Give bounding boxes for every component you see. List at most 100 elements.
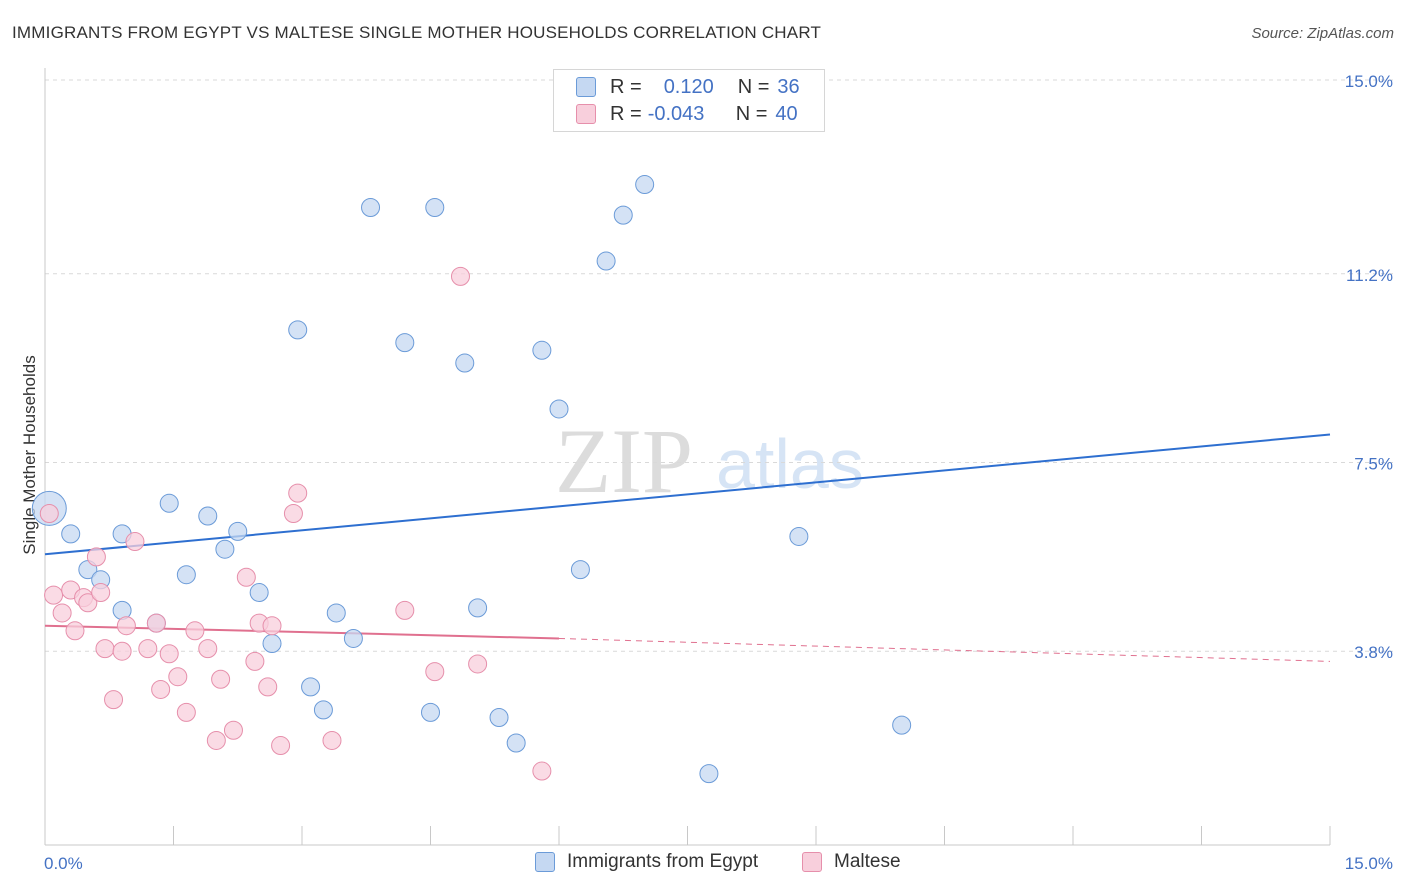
legend-item-maltese[interactable]: Maltese	[802, 851, 901, 873]
legend-swatch-blue	[535, 852, 555, 872]
x-tick-label: 0.0%	[44, 854, 83, 873]
data-point-egypt	[326, 603, 346, 623]
data-point-maltese	[288, 483, 308, 503]
data-point-egypt	[489, 708, 509, 727]
data-point-maltese	[468, 654, 488, 674]
data-point-egypt	[892, 715, 912, 735]
source-label: Source: ZipAtlas.com	[1251, 25, 1394, 42]
data-point-maltese	[44, 585, 64, 605]
legend-row-egypt: R = 0.120 N = 36	[576, 74, 800, 100]
legend-row-maltese: R = -0.043 N = 40	[576, 101, 798, 127]
tick-labels: 3.8% 7.5% 11.2% 15.0% 0.0% 15.0%	[44, 72, 1393, 873]
data-point-egypt	[596, 251, 616, 271]
data-point-maltese	[146, 613, 166, 633]
legend-label-egypt: Immigrants from Egypt	[567, 851, 759, 872]
data-point-egypt	[215, 539, 235, 559]
data-point-egypt	[176, 565, 196, 585]
legend-swatch-pink	[576, 104, 596, 124]
legend-n-value: 40	[775, 102, 798, 125]
data-point-maltese	[211, 669, 231, 689]
data-point-maltese	[185, 621, 205, 641]
y-tick-label: 11.2%	[1346, 266, 1393, 285]
legend-r-label: R =	[610, 102, 642, 125]
data-point-egypt	[699, 764, 719, 784]
legend-n-label: N =	[735, 102, 768, 125]
watermark-zip: ZIP	[555, 410, 693, 512]
data-points	[31, 175, 912, 784]
data-point-egypt	[249, 583, 269, 603]
y-tick-label: 3.8%	[1354, 643, 1393, 662]
data-point-maltese	[258, 677, 278, 697]
data-point-egypt	[635, 175, 655, 195]
data-point-maltese	[176, 702, 196, 722]
data-point-maltese	[91, 583, 111, 603]
data-point-maltese	[425, 662, 445, 682]
trend-line-egypt	[44, 433, 1331, 556]
data-point-maltese	[86, 547, 106, 567]
series-legend: Immigrants from Egypt Maltese	[0, 851, 1406, 879]
data-point-egypt	[549, 399, 569, 419]
legend-n-value: 36	[777, 75, 800, 98]
data-point-maltese	[395, 600, 415, 620]
data-point-egypt	[506, 733, 526, 753]
data-point-egypt	[613, 205, 633, 225]
data-point-maltese	[271, 736, 291, 756]
data-point-maltese	[39, 504, 59, 523]
data-point-egypt	[421, 702, 440, 722]
data-point-maltese	[95, 639, 115, 659]
legend-label-maltese: Maltese	[834, 851, 901, 872]
grid-lines	[45, 79, 1395, 652]
data-point-egypt	[425, 198, 445, 217]
y-tick-label: 7.5%	[1354, 455, 1393, 474]
data-point-egypt	[789, 526, 809, 546]
data-point-maltese	[206, 730, 226, 750]
data-point-egypt	[468, 598, 488, 618]
data-point-maltese	[159, 644, 179, 664]
data-point-maltese	[116, 616, 136, 636]
data-point-maltese	[52, 603, 72, 623]
data-point-maltese	[125, 532, 145, 552]
data-point-maltese	[138, 639, 158, 659]
legend-r-value: -0.043	[647, 102, 705, 125]
legend-r-value: 0.120	[663, 75, 714, 98]
legend-n-label: N =	[737, 75, 770, 98]
data-point-egypt	[228, 521, 248, 541]
legend-r-label: R =	[610, 75, 642, 98]
legend-swatch-pink	[802, 852, 822, 872]
data-point-maltese	[198, 639, 218, 659]
data-point-maltese	[532, 761, 552, 781]
data-point-maltese	[245, 651, 265, 671]
data-point-egypt	[159, 493, 179, 513]
data-point-egypt	[198, 506, 218, 526]
data-point-maltese	[223, 720, 243, 740]
data-point-egypt	[313, 700, 333, 720]
data-point-maltese	[450, 266, 470, 286]
data-point-maltese	[322, 730, 342, 750]
data-point-maltese	[168, 667, 188, 687]
data-point-egypt	[301, 677, 321, 697]
data-point-egypt	[61, 524, 81, 544]
x-tick-label: 15.0%	[1345, 854, 1393, 873]
watermark-atlas: atlas	[716, 425, 864, 503]
data-point-egypt	[570, 560, 590, 580]
legend-swatch-blue	[576, 77, 596, 97]
correlation-legend: R = 0.120 N = 36 R = -0.043 N = 40	[553, 69, 825, 132]
data-point-maltese	[236, 567, 256, 587]
data-point-maltese	[65, 621, 85, 641]
axes	[44, 68, 1331, 846]
data-point-egypt	[288, 320, 308, 340]
data-point-egypt	[395, 333, 415, 353]
data-point-egypt	[343, 628, 363, 648]
chart-title: IMMIGRANTS FROM EGYPT VS MALTESE SINGLE …	[12, 23, 822, 42]
data-point-maltese	[112, 641, 132, 661]
trend-line-maltese-extrapolated	[558, 637, 1331, 662]
legend-item-egypt[interactable]: Immigrants from Egypt	[535, 851, 758, 873]
data-point-maltese	[104, 690, 124, 710]
data-point-maltese	[78, 593, 98, 613]
data-point-maltese	[283, 504, 303, 523]
data-point-egypt	[532, 340, 552, 360]
data-point-egypt	[262, 634, 282, 654]
data-point-maltese	[262, 616, 282, 636]
y-tick-label: 15.0%	[1345, 72, 1393, 91]
